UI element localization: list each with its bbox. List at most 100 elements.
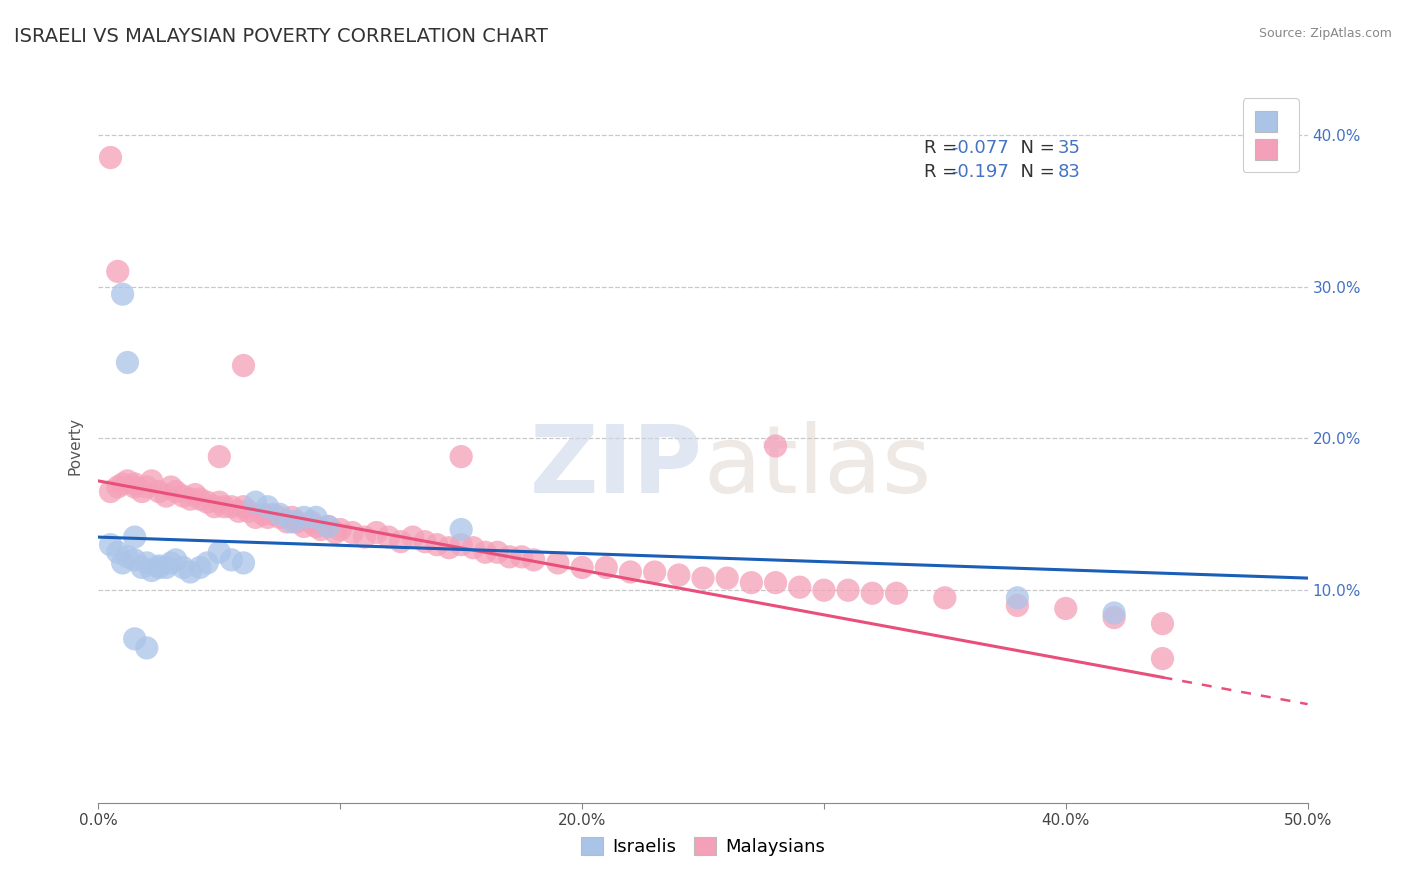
Point: [172, 560, 194, 574]
Point: [305, 510, 328, 524]
Point: [1102, 606, 1125, 620]
Point: [325, 525, 347, 540]
Point: [789, 580, 811, 594]
Point: [131, 560, 153, 574]
Point: [510, 549, 533, 564]
Point: [837, 583, 859, 598]
Point: [208, 450, 231, 464]
Point: [165, 484, 187, 499]
Text: -0.197: -0.197: [950, 163, 1008, 181]
Point: [498, 549, 520, 564]
Point: [135, 556, 157, 570]
Point: [148, 560, 170, 574]
Point: [389, 534, 412, 549]
Point: [124, 530, 146, 544]
Point: [523, 553, 546, 567]
Point: [238, 504, 260, 518]
Point: [595, 560, 617, 574]
Point: [100, 484, 122, 499]
Text: N =: N =: [1010, 163, 1060, 181]
Point: [256, 500, 278, 514]
Point: [269, 510, 291, 524]
Text: Source: ZipAtlas.com: Source: ZipAtlas.com: [1258, 27, 1392, 40]
Point: [276, 515, 298, 529]
Point: [135, 640, 157, 655]
Point: [285, 515, 308, 529]
Point: [262, 508, 284, 522]
Point: [1007, 599, 1029, 613]
Point: [188, 492, 211, 507]
Point: [221, 553, 243, 567]
Point: [212, 500, 235, 514]
Point: [426, 538, 449, 552]
Point: [413, 534, 436, 549]
Point: [141, 474, 163, 488]
Point: [765, 575, 787, 590]
Point: [765, 439, 787, 453]
Point: [281, 515, 304, 529]
Point: [886, 586, 908, 600]
Point: [117, 474, 139, 488]
Point: [571, 560, 593, 574]
Point: [692, 571, 714, 585]
Point: [232, 359, 254, 373]
Point: [934, 591, 956, 605]
Point: [450, 450, 472, 464]
Point: [107, 264, 129, 278]
Point: [1054, 601, 1077, 615]
Point: [100, 538, 122, 552]
Point: [463, 541, 485, 555]
Point: [221, 500, 243, 514]
Point: [1152, 616, 1174, 631]
Point: [813, 583, 835, 598]
Point: [117, 355, 139, 369]
Point: [644, 565, 666, 579]
Point: [124, 553, 146, 567]
Point: [450, 523, 472, 537]
Point: [124, 477, 146, 491]
Text: -0.077: -0.077: [950, 139, 1008, 157]
Point: [160, 480, 183, 494]
Point: [100, 151, 122, 165]
Text: ISRAELI VS MALAYSIAN POVERTY CORRELATION CHART: ISRAELI VS MALAYSIAN POVERTY CORRELATION…: [14, 27, 548, 45]
Point: [309, 523, 332, 537]
Point: [232, 556, 254, 570]
Point: [188, 560, 211, 574]
Point: [107, 545, 129, 559]
Text: 35: 35: [1057, 139, 1080, 157]
Point: [292, 519, 315, 533]
Point: [740, 575, 762, 590]
Point: [366, 525, 388, 540]
Point: [195, 556, 218, 570]
Y-axis label: Poverty: Poverty: [67, 417, 83, 475]
Text: 83: 83: [1057, 163, 1080, 181]
Point: [148, 558, 170, 573]
Point: [329, 523, 352, 537]
Point: [316, 519, 339, 533]
Point: [111, 477, 134, 491]
Point: [1152, 651, 1174, 665]
Point: [256, 510, 278, 524]
Point: [148, 484, 170, 499]
Point: [208, 545, 231, 559]
Point: [474, 545, 496, 559]
Point: [668, 568, 690, 582]
Point: [155, 560, 177, 574]
Point: [1102, 610, 1125, 624]
Point: [131, 484, 153, 499]
Text: R =: R =: [924, 163, 963, 181]
Point: [165, 553, 187, 567]
Point: [245, 495, 267, 509]
Point: [111, 556, 134, 570]
Point: [179, 565, 201, 579]
Point: [160, 556, 183, 570]
Point: [232, 500, 254, 514]
Point: [155, 489, 177, 503]
Point: [179, 492, 201, 507]
Point: [437, 541, 460, 555]
Point: [299, 515, 322, 529]
Point: [204, 500, 226, 514]
Point: [716, 571, 738, 585]
Point: [353, 530, 375, 544]
Point: [316, 519, 339, 533]
